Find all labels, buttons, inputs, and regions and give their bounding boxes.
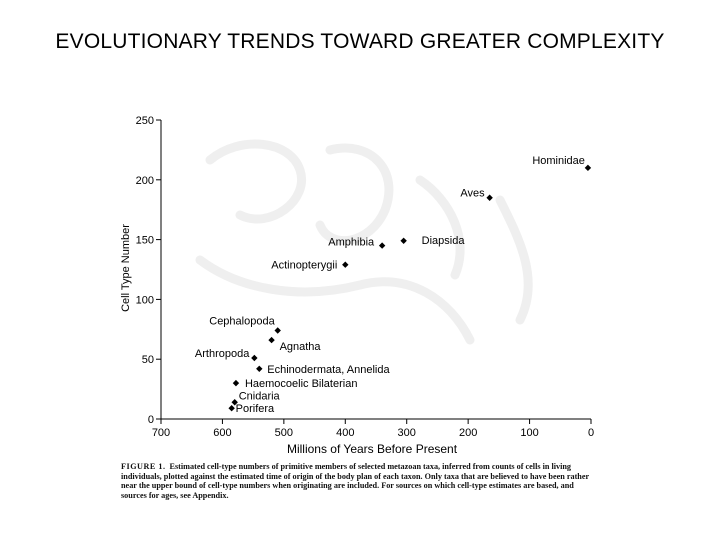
data-point-label: Cephalopoda <box>209 315 275 327</box>
y-tick-label: 150 <box>136 235 154 247</box>
data-point-marker <box>274 327 281 334</box>
data-point-label: Haemocoelic Bilaterian <box>245 378 358 390</box>
data-point-label: Diapsida <box>422 235 466 247</box>
data-point-label: Hominidae <box>532 155 585 167</box>
data-point-label: Aves <box>460 188 485 200</box>
caption-label: FIGURE 1. <box>121 462 166 471</box>
y-tick-label: 100 <box>136 294 154 306</box>
data-point-marker <box>584 164 592 172</box>
figure-caption: FIGURE 1. Estimated cell-type numbers of … <box>121 462 596 500</box>
y-tick-label: 0 <box>148 414 154 426</box>
caption-text: Estimated cell-type numbers of primitive… <box>121 462 589 500</box>
x-tick-label: 200 <box>459 427 477 439</box>
data-point-label: Agnatha <box>280 341 322 353</box>
data-point-label: Echinodermata, Annelida <box>267 364 390 376</box>
data-point-marker <box>342 261 349 268</box>
data-point-marker <box>228 405 235 412</box>
data-point-marker <box>400 237 407 244</box>
y-tick-label: 50 <box>142 354 154 366</box>
y-axis-label: Cell Type Number <box>120 224 132 312</box>
data-point-marker <box>378 242 386 249</box>
data-point-marker <box>231 399 238 406</box>
x-tick-label: 0 <box>588 427 594 439</box>
data-point-marker <box>232 379 240 387</box>
data-point-label: Arthropoda <box>195 348 250 360</box>
y-tick-label: 250 <box>136 115 154 127</box>
data-point-marker <box>268 336 275 344</box>
x-tick-label: 500 <box>275 427 293 439</box>
data-point-label: Porifera <box>236 403 275 415</box>
slide-title: EVOLUTIONARY TRENDS TOWARD GREATER COMPL… <box>55 30 665 53</box>
axes: 0 50 100 150 200 250 700 600 500 400 300 200 100 0 <box>136 115 594 439</box>
x-tick-label: 300 <box>398 427 416 439</box>
data-point-marker <box>256 365 263 372</box>
x-tick-label: 600 <box>213 427 231 439</box>
x-tick-label: 400 <box>336 427 354 439</box>
y-tick-label: 200 <box>136 175 154 187</box>
data-point-marker <box>251 354 258 362</box>
x-axis-label: Millions of Years Before Present <box>287 442 458 456</box>
data-point-marker <box>486 194 493 201</box>
data-point-label: Amphibia <box>328 237 375 249</box>
data-point-label: Actinopterygii <box>271 260 337 272</box>
watermark <box>195 139 533 345</box>
data-points <box>228 164 592 412</box>
x-tick-label: 100 <box>520 427 538 439</box>
data-point-label: Cnidaria <box>239 390 281 402</box>
x-tick-label: 700 <box>152 427 170 439</box>
